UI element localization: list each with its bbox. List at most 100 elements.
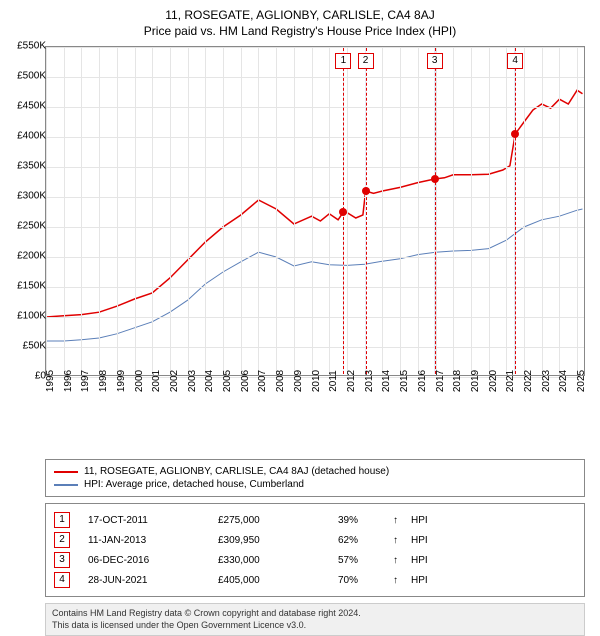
transaction-date: 11-JAN-2013 <box>88 535 218 546</box>
legend-label: HPI: Average price, detached house, Cumb… <box>84 479 304 490</box>
transaction-date: 06-DEC-2016 <box>88 555 218 566</box>
legend: 11, ROSEGATE, AGLIONBY, CARLISLE, CA4 8A… <box>45 459 585 497</box>
gridline-vertical <box>542 47 543 375</box>
gridline-horizontal <box>46 227 584 228</box>
transaction-ref: HPI <box>411 535 576 546</box>
transaction-number: 4 <box>54 572 70 588</box>
gridline-vertical <box>99 47 100 375</box>
chart-title: 11, ROSEGATE, AGLIONBY, CARLISLE, CA4 8A… <box>0 0 600 22</box>
y-axis-label: £50K <box>23 341 46 352</box>
arrow-up-icon: ↑ <box>393 575 411 586</box>
transaction-row: 428-JUN-2021£405,00070%↑HPI <box>54 570 576 590</box>
y-axis-label: £200K <box>17 251 46 262</box>
legend-row: HPI: Average price, detached house, Cumb… <box>54 478 576 491</box>
y-axis-label: £450K <box>17 101 46 112</box>
x-axis-label: 2018 <box>452 370 463 392</box>
x-axis-label: 2012 <box>346 370 357 392</box>
gridline-vertical <box>46 47 47 375</box>
event-dashline <box>366 48 367 374</box>
gridline-vertical <box>258 47 259 375</box>
gridline-vertical <box>329 47 330 375</box>
x-axis-label: 2023 <box>541 370 552 392</box>
event-marker-box: 3 <box>427 53 443 69</box>
arrow-up-icon: ↑ <box>393 535 411 546</box>
event-dashline <box>515 48 516 374</box>
x-axis-label: 2019 <box>470 370 481 392</box>
chart-container: { "title": "11, ROSEGATE, AGLIONBY, CARL… <box>0 0 600 620</box>
gridline-horizontal <box>46 317 584 318</box>
gridline-vertical <box>489 47 490 375</box>
gridline-vertical <box>559 47 560 375</box>
transaction-row: 117-OCT-2011£275,00039%↑HPI <box>54 510 576 530</box>
x-axis-label: 2017 <box>435 370 446 392</box>
x-axis-label: 2021 <box>505 370 516 392</box>
legend-row: 11, ROSEGATE, AGLIONBY, CARLISLE, CA4 8A… <box>54 465 576 478</box>
x-axis-label: 2003 <box>187 370 198 392</box>
x-axis-label: 1997 <box>80 370 91 392</box>
transaction-row: 306-DEC-2016£330,00057%↑HPI <box>54 550 576 570</box>
gridline-vertical <box>205 47 206 375</box>
legend-label: 11, ROSEGATE, AGLIONBY, CARLISLE, CA4 8A… <box>84 466 389 477</box>
x-axis-label: 2007 <box>257 370 268 392</box>
arrow-up-icon: ↑ <box>393 515 411 526</box>
x-axis-label: 1999 <box>116 370 127 392</box>
gridline-horizontal <box>46 287 584 288</box>
x-axis-label: 2022 <box>523 370 534 392</box>
x-axis-label: 2015 <box>399 370 410 392</box>
transaction-ref: HPI <box>411 575 576 586</box>
transaction-dot <box>362 187 370 195</box>
x-axis-label: 2005 <box>222 370 233 392</box>
transaction-price: £275,000 <box>218 515 338 526</box>
gridline-horizontal <box>46 47 584 48</box>
x-axis-label: 2013 <box>364 370 375 392</box>
gridline-vertical <box>64 47 65 375</box>
gridline-horizontal <box>46 347 584 348</box>
gridline-horizontal <box>46 77 584 78</box>
x-axis-label: 2001 <box>151 370 162 392</box>
transaction-dot <box>339 208 347 216</box>
line-layer <box>46 47 586 377</box>
x-axis-label: 2014 <box>381 370 392 392</box>
gridline-vertical <box>135 47 136 375</box>
x-axis-label: 1996 <box>63 370 74 392</box>
gridline-horizontal <box>46 137 584 138</box>
transaction-ref: HPI <box>411 515 576 526</box>
transaction-price: £405,000 <box>218 575 338 586</box>
gridline-vertical <box>81 47 82 375</box>
y-axis-label: £350K <box>17 161 46 172</box>
gridline-vertical <box>276 47 277 375</box>
gridline-vertical <box>170 47 171 375</box>
attribution-line: Contains HM Land Registry data © Crown c… <box>52 608 578 620</box>
legend-swatch <box>54 484 78 486</box>
x-axis-label: 2006 <box>240 370 251 392</box>
y-axis-label: £100K <box>17 311 46 322</box>
x-axis-label: 1995 <box>45 370 56 392</box>
transaction-pct: 62% <box>338 535 393 546</box>
transaction-pct: 57% <box>338 555 393 566</box>
transaction-table: 117-OCT-2011£275,00039%↑HPI211-JAN-2013£… <box>45 503 585 597</box>
gridline-vertical <box>188 47 189 375</box>
gridline-vertical <box>117 47 118 375</box>
transaction-ref: HPI <box>411 555 576 566</box>
transaction-date: 17-OCT-2011 <box>88 515 218 526</box>
gridline-vertical <box>241 47 242 375</box>
event-dashline <box>435 48 436 374</box>
transaction-number: 2 <box>54 532 70 548</box>
gridline-horizontal <box>46 167 584 168</box>
event-marker-box: 4 <box>507 53 523 69</box>
transaction-pct: 39% <box>338 515 393 526</box>
x-axis-label: 2011 <box>328 370 339 392</box>
transaction-date: 28-JUN-2021 <box>88 575 218 586</box>
event-marker-box: 2 <box>358 53 374 69</box>
y-axis-label: £550K <box>17 41 46 52</box>
y-axis-label: £300K <box>17 191 46 202</box>
gridline-vertical <box>223 47 224 375</box>
transaction-price: £330,000 <box>218 555 338 566</box>
gridline-vertical <box>294 47 295 375</box>
transaction-row: 211-JAN-2013£309,95062%↑HPI <box>54 530 576 550</box>
y-axis-label: £500K <box>17 71 46 82</box>
x-axis-label: 2009 <box>293 370 304 392</box>
legend-swatch <box>54 471 78 473</box>
gridline-vertical <box>436 47 437 375</box>
gridline-vertical <box>471 47 472 375</box>
